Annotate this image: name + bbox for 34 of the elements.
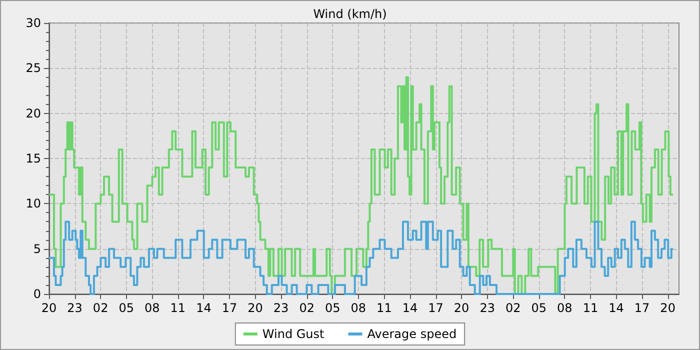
x-tick-label: 05 (118, 301, 134, 315)
x-tick-label: 11 (376, 301, 392, 315)
x-tick-label: 08 (557, 301, 572, 315)
x-tick-label: 02 (505, 301, 521, 315)
x-tick-label: 11 (170, 301, 186, 315)
x-tick-label: 14 (608, 301, 624, 315)
x-tick-label: 02 (299, 301, 314, 315)
x-tick-label: 20 (660, 301, 676, 315)
x-tick-label: 17 (428, 301, 444, 315)
x-tick-label: 14 (196, 301, 212, 315)
y-tick-label: 25 (26, 61, 41, 76)
legend-label: Average speed (367, 327, 457, 341)
y-tick-label: 30 (26, 16, 41, 30)
x-tick-label: 05 (324, 301, 340, 315)
x-tick-label: 02 (92, 301, 108, 315)
x-tick-label: 08 (144, 301, 160, 315)
y-tick-label: 10 (26, 196, 41, 211)
x-tick-label: 14 (402, 301, 418, 315)
y-tick-label: 20 (26, 106, 41, 120)
x-tick-label: 05 (531, 301, 547, 315)
x-tick-label: 23 (67, 301, 82, 315)
x-tick-label: 17 (222, 301, 238, 315)
x-tick-label: 23 (480, 301, 495, 315)
x-tick-label: 11 (582, 301, 598, 315)
x-tick-label: 17 (634, 301, 650, 315)
y-tick-label: 5 (33, 242, 41, 256)
y-tick-label: 15 (26, 152, 41, 166)
legend-label: Wind Gust (262, 327, 325, 341)
x-tick-label: 20 (454, 301, 470, 315)
x-tick-label: 20 (248, 301, 263, 315)
chart-title: Wind (km/h) (313, 7, 387, 21)
y-tick-label: 0 (33, 287, 41, 301)
x-tick-label: 23 (273, 301, 289, 315)
x-tick-label: 08 (350, 301, 366, 315)
